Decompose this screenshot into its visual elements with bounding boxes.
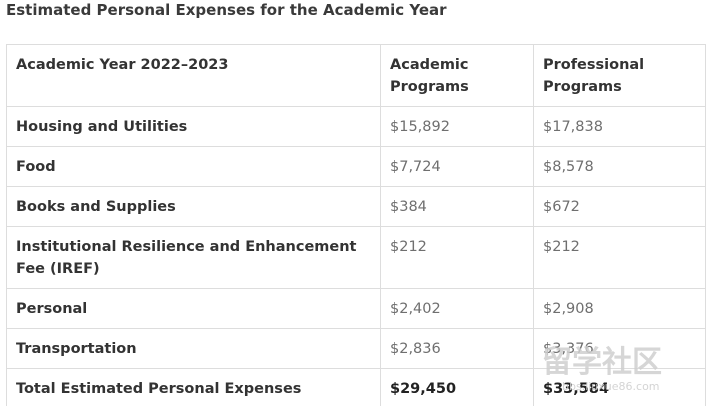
- table-row: Food $7,724 $8,578: [6, 146, 706, 187]
- academic-amount: $384: [380, 186, 534, 227]
- table-row: Books and Supplies $384 $672: [6, 186, 706, 227]
- row-label: Food: [6, 146, 381, 187]
- table-row: Transportation $2,836 $3,376: [6, 328, 706, 369]
- academic-amount: $2,402: [380, 288, 534, 329]
- page-title: Estimated Personal Expenses for the Acad…: [6, 1, 447, 19]
- professional-amount: $17,838: [533, 106, 706, 147]
- academic-amount: $7,724: [380, 146, 534, 187]
- academic-amount: $212: [380, 226, 534, 289]
- row-label: Institutional Resilience and Enhancement…: [6, 226, 381, 289]
- row-label: Books and Supplies: [6, 186, 381, 227]
- professional-amount: $672: [533, 186, 706, 227]
- expenses-table: Academic Year 2022–2023 Academic Program…: [6, 44, 706, 406]
- professional-amount: $2,908: [533, 288, 706, 329]
- row-label: Housing and Utilities: [6, 106, 381, 147]
- academic-amount: $15,892: [380, 106, 534, 147]
- column-header-professional: Professional Programs: [533, 44, 706, 107]
- column-header-year: Academic Year 2022–2023: [6, 44, 381, 107]
- professional-amount: $8,578: [533, 146, 706, 187]
- professional-amount: $33,584: [533, 368, 706, 406]
- table-row: Personal $2,402 $2,908: [6, 288, 706, 329]
- table-row-total: Total Estimated Personal Expenses $29,45…: [6, 368, 706, 406]
- row-label: Transportation: [6, 328, 381, 369]
- table-row: Housing and Utilities $15,892 $17,838: [6, 106, 706, 147]
- table-header-row: Academic Year 2022–2023 Academic Program…: [6, 44, 706, 107]
- table-row: Institutional Resilience and Enhancement…: [6, 226, 706, 289]
- row-label: Personal: [6, 288, 381, 329]
- row-label: Total Estimated Personal Expenses: [6, 368, 381, 406]
- professional-amount: $212: [533, 226, 706, 289]
- academic-amount: $2,836: [380, 328, 534, 369]
- professional-amount: $3,376: [533, 328, 706, 369]
- academic-amount: $29,450: [380, 368, 534, 406]
- column-header-academic: Academic Programs: [380, 44, 534, 107]
